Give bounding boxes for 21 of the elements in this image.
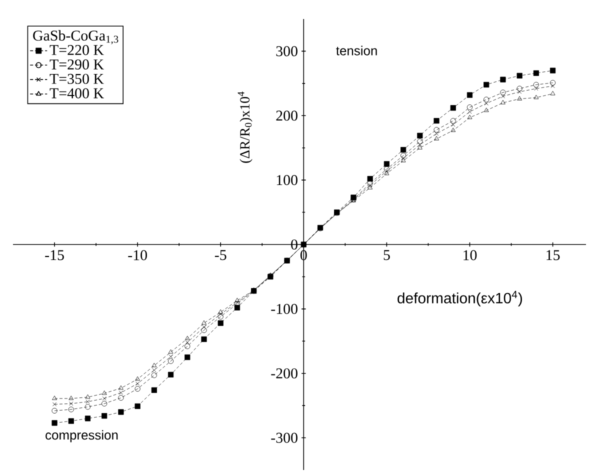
x-axis-title: deformation(εx10$^{4}$): [398, 290, 522, 306]
legend-label: T=220 K: [50, 45, 104, 56]
y-tick-label: -100: [271, 304, 298, 314]
x-tick-label: 10: [464, 250, 477, 260]
legend-label: T=290 K: [50, 59, 104, 70]
x-tick-label: 5: [384, 250, 390, 260]
x-tick-label: 15: [546, 250, 560, 260]
legend-title: GaSb-CoGa$_{1,3}$: [33, 30, 118, 44]
y-tick-label: -200: [271, 368, 298, 378]
x-tick-label: -10: [128, 250, 147, 260]
x-tick-label: -5: [214, 250, 226, 260]
y-tick-label: -300: [271, 432, 298, 443]
x-tick-label: -15: [45, 250, 64, 260]
y-tick-label: 100: [276, 175, 298, 186]
y-tick-label: 300: [276, 46, 298, 56]
legend-label: T=350 K: [50, 74, 104, 84]
annotation: compression: [46, 430, 118, 442]
y-tick-label: 200: [276, 110, 298, 121]
annotation: tension: [336, 46, 377, 56]
legend-label: T=400 K: [50, 88, 104, 98]
y-axis-title: (ΔR/R$_{0}$)x10$^{4}$: [238, 92, 252, 163]
